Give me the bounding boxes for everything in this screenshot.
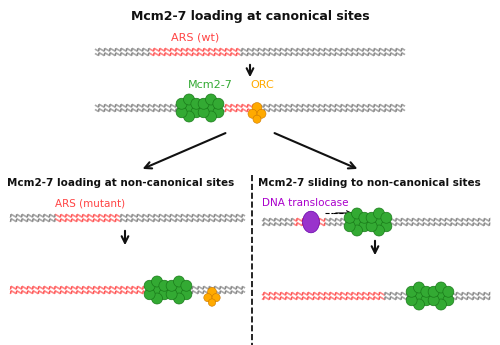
Circle shape — [208, 287, 216, 296]
Circle shape — [159, 289, 170, 300]
Circle shape — [206, 103, 216, 113]
Circle shape — [204, 294, 212, 302]
Circle shape — [212, 294, 220, 302]
Text: Mcm2-7 loading at canonical sites: Mcm2-7 loading at canonical sites — [130, 10, 370, 23]
Circle shape — [381, 212, 392, 223]
Text: ARS (mutant): ARS (mutant) — [55, 198, 125, 208]
Circle shape — [198, 98, 209, 109]
Circle shape — [344, 212, 355, 223]
Circle shape — [213, 98, 224, 109]
Circle shape — [184, 103, 194, 113]
Text: Mcm2-7 loading at non-canonical sites: Mcm2-7 loading at non-canonical sites — [7, 178, 234, 188]
Ellipse shape — [302, 211, 320, 233]
Circle shape — [208, 299, 216, 306]
Circle shape — [184, 111, 194, 122]
Circle shape — [414, 291, 424, 301]
Circle shape — [359, 212, 370, 223]
Circle shape — [421, 286, 432, 297]
Circle shape — [436, 291, 446, 301]
Circle shape — [366, 221, 377, 232]
Circle shape — [152, 276, 162, 287]
Circle shape — [428, 295, 439, 306]
Circle shape — [366, 212, 377, 223]
Text: Mcm2-7: Mcm2-7 — [188, 80, 232, 90]
Circle shape — [443, 295, 454, 306]
Circle shape — [253, 115, 261, 123]
Text: ARS (wt): ARS (wt) — [171, 32, 219, 42]
Circle shape — [174, 293, 184, 304]
Circle shape — [144, 289, 155, 300]
Circle shape — [436, 282, 446, 293]
Circle shape — [374, 217, 384, 227]
Circle shape — [352, 208, 362, 219]
Text: DNA translocase: DNA translocase — [262, 198, 348, 208]
Circle shape — [414, 282, 424, 293]
Circle shape — [344, 221, 355, 232]
Circle shape — [174, 276, 184, 287]
Circle shape — [176, 98, 187, 109]
Circle shape — [166, 289, 177, 300]
Circle shape — [152, 293, 162, 304]
Circle shape — [181, 289, 192, 300]
Circle shape — [191, 107, 202, 118]
Circle shape — [166, 280, 177, 291]
Circle shape — [159, 280, 170, 291]
Circle shape — [406, 295, 417, 306]
Circle shape — [421, 295, 432, 306]
Circle shape — [414, 299, 424, 310]
Circle shape — [352, 225, 362, 236]
Circle shape — [176, 107, 187, 118]
Circle shape — [198, 107, 209, 118]
Circle shape — [252, 102, 262, 112]
Circle shape — [374, 225, 384, 236]
Text: ORC: ORC — [250, 80, 274, 90]
Circle shape — [144, 280, 155, 291]
Circle shape — [248, 109, 257, 118]
Circle shape — [184, 94, 194, 105]
Circle shape — [206, 94, 216, 105]
Circle shape — [181, 280, 192, 291]
Circle shape — [152, 285, 162, 295]
Circle shape — [406, 286, 417, 297]
Circle shape — [191, 98, 202, 109]
Circle shape — [352, 217, 362, 227]
Circle shape — [428, 286, 439, 297]
Text: Mcm2-7 sliding to non-canonical sites: Mcm2-7 sliding to non-canonical sites — [258, 178, 481, 188]
Circle shape — [213, 107, 224, 118]
Circle shape — [443, 286, 454, 297]
Circle shape — [257, 109, 266, 118]
Circle shape — [174, 285, 184, 295]
Circle shape — [436, 299, 446, 310]
Circle shape — [359, 221, 370, 232]
Circle shape — [374, 208, 384, 219]
Circle shape — [381, 221, 392, 232]
Circle shape — [206, 111, 216, 122]
